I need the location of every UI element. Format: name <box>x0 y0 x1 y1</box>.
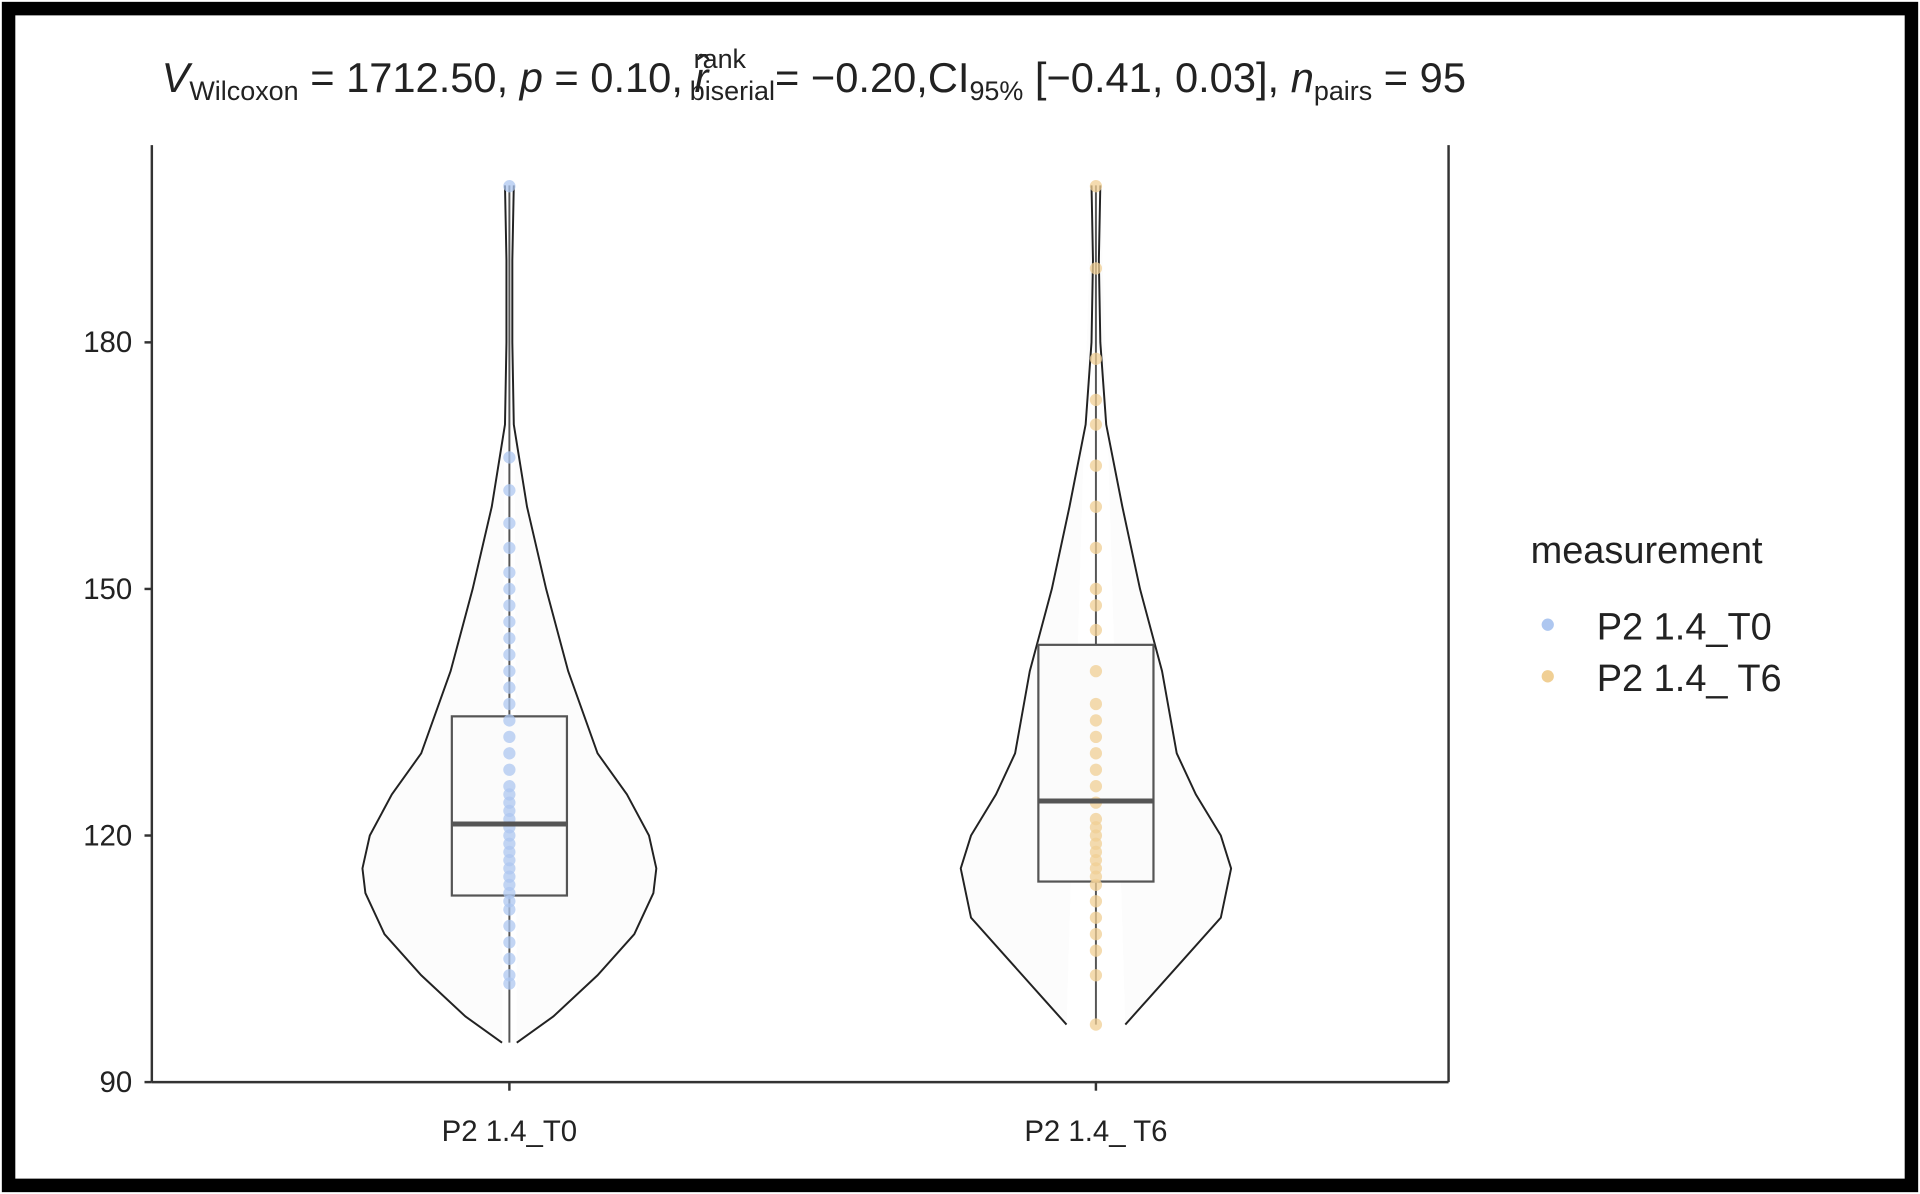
point <box>1089 623 1103 637</box>
point <box>1089 730 1103 744</box>
point <box>1089 895 1103 908</box>
point <box>1089 582 1103 596</box>
point <box>1089 812 1103 826</box>
point <box>503 517 516 530</box>
point <box>503 632 516 645</box>
point <box>503 599 516 612</box>
point <box>503 714 516 727</box>
y-tick-label: 90 <box>100 1066 133 1099</box>
title-part: r̂ <box>694 53 710 101</box>
x-tick-label: P2 1.4_T0 <box>442 1115 578 1148</box>
title-part: p <box>518 54 543 101</box>
point <box>1089 969 1103 982</box>
title-part: 95% <box>969 76 1023 106</box>
point <box>1089 763 1103 776</box>
point <box>1089 780 1103 793</box>
point <box>1089 599 1103 612</box>
point <box>503 664 516 678</box>
y-tick-label: 120 <box>83 819 132 852</box>
point <box>503 969 516 982</box>
point <box>1089 500 1103 513</box>
point <box>503 484 516 497</box>
legend-swatch <box>1541 670 1554 683</box>
point <box>503 648 516 661</box>
point <box>1089 697 1103 711</box>
legend-title: measurement <box>1531 530 1763 572</box>
point <box>503 615 516 628</box>
point <box>503 582 516 596</box>
x-tick-label: P2 1.4_ T6 <box>1024 1115 1167 1148</box>
title-part: pairs <box>1314 76 1372 106</box>
point <box>1089 393 1103 407</box>
point <box>503 451 516 464</box>
point <box>503 697 516 711</box>
legend-label: P2 1.4_T0 <box>1597 606 1772 648</box>
point <box>503 780 516 793</box>
title-part: = 1712.50, <box>299 54 520 101</box>
chart-title: VWilcoxon = 1712.50, p = 0.10, r̂rank bis… <box>162 44 1466 107</box>
y-tick-label: 150 <box>83 573 132 606</box>
title-part: V <box>162 54 194 101</box>
point <box>503 919 516 933</box>
point <box>503 747 516 760</box>
point <box>503 763 516 776</box>
point <box>503 541 516 554</box>
point <box>1089 664 1103 678</box>
point <box>1089 541 1103 554</box>
title-part: biserial <box>690 76 775 106</box>
point <box>1089 747 1103 760</box>
point <box>503 936 516 949</box>
point <box>1089 352 1103 365</box>
title-part: = 95 <box>1372 54 1466 101</box>
title-part: rank <box>694 44 747 74</box>
point <box>1089 911 1103 924</box>
point <box>1089 928 1103 941</box>
point <box>503 681 516 694</box>
title-part: Wilcoxon <box>189 76 298 106</box>
title-part: [−0.41, 0.03], <box>1023 54 1290 101</box>
title-part: = 0.10, <box>543 54 695 101</box>
point <box>1089 459 1103 472</box>
point <box>1089 714 1103 727</box>
legend-swatch <box>1541 618 1554 631</box>
point <box>1089 262 1103 275</box>
legend-label: P2 1.4_ T6 <box>1597 658 1782 700</box>
point <box>1089 418 1103 431</box>
point <box>1089 944 1103 957</box>
point <box>1089 180 1103 193</box>
point <box>503 730 516 744</box>
point <box>503 952 516 965</box>
y-tick-label: 180 <box>83 326 132 359</box>
title-part: n <box>1291 54 1314 101</box>
title-part: = −0.20,CI <box>775 54 969 101</box>
point <box>503 180 516 193</box>
point <box>503 566 516 579</box>
point <box>1089 1018 1103 1031</box>
